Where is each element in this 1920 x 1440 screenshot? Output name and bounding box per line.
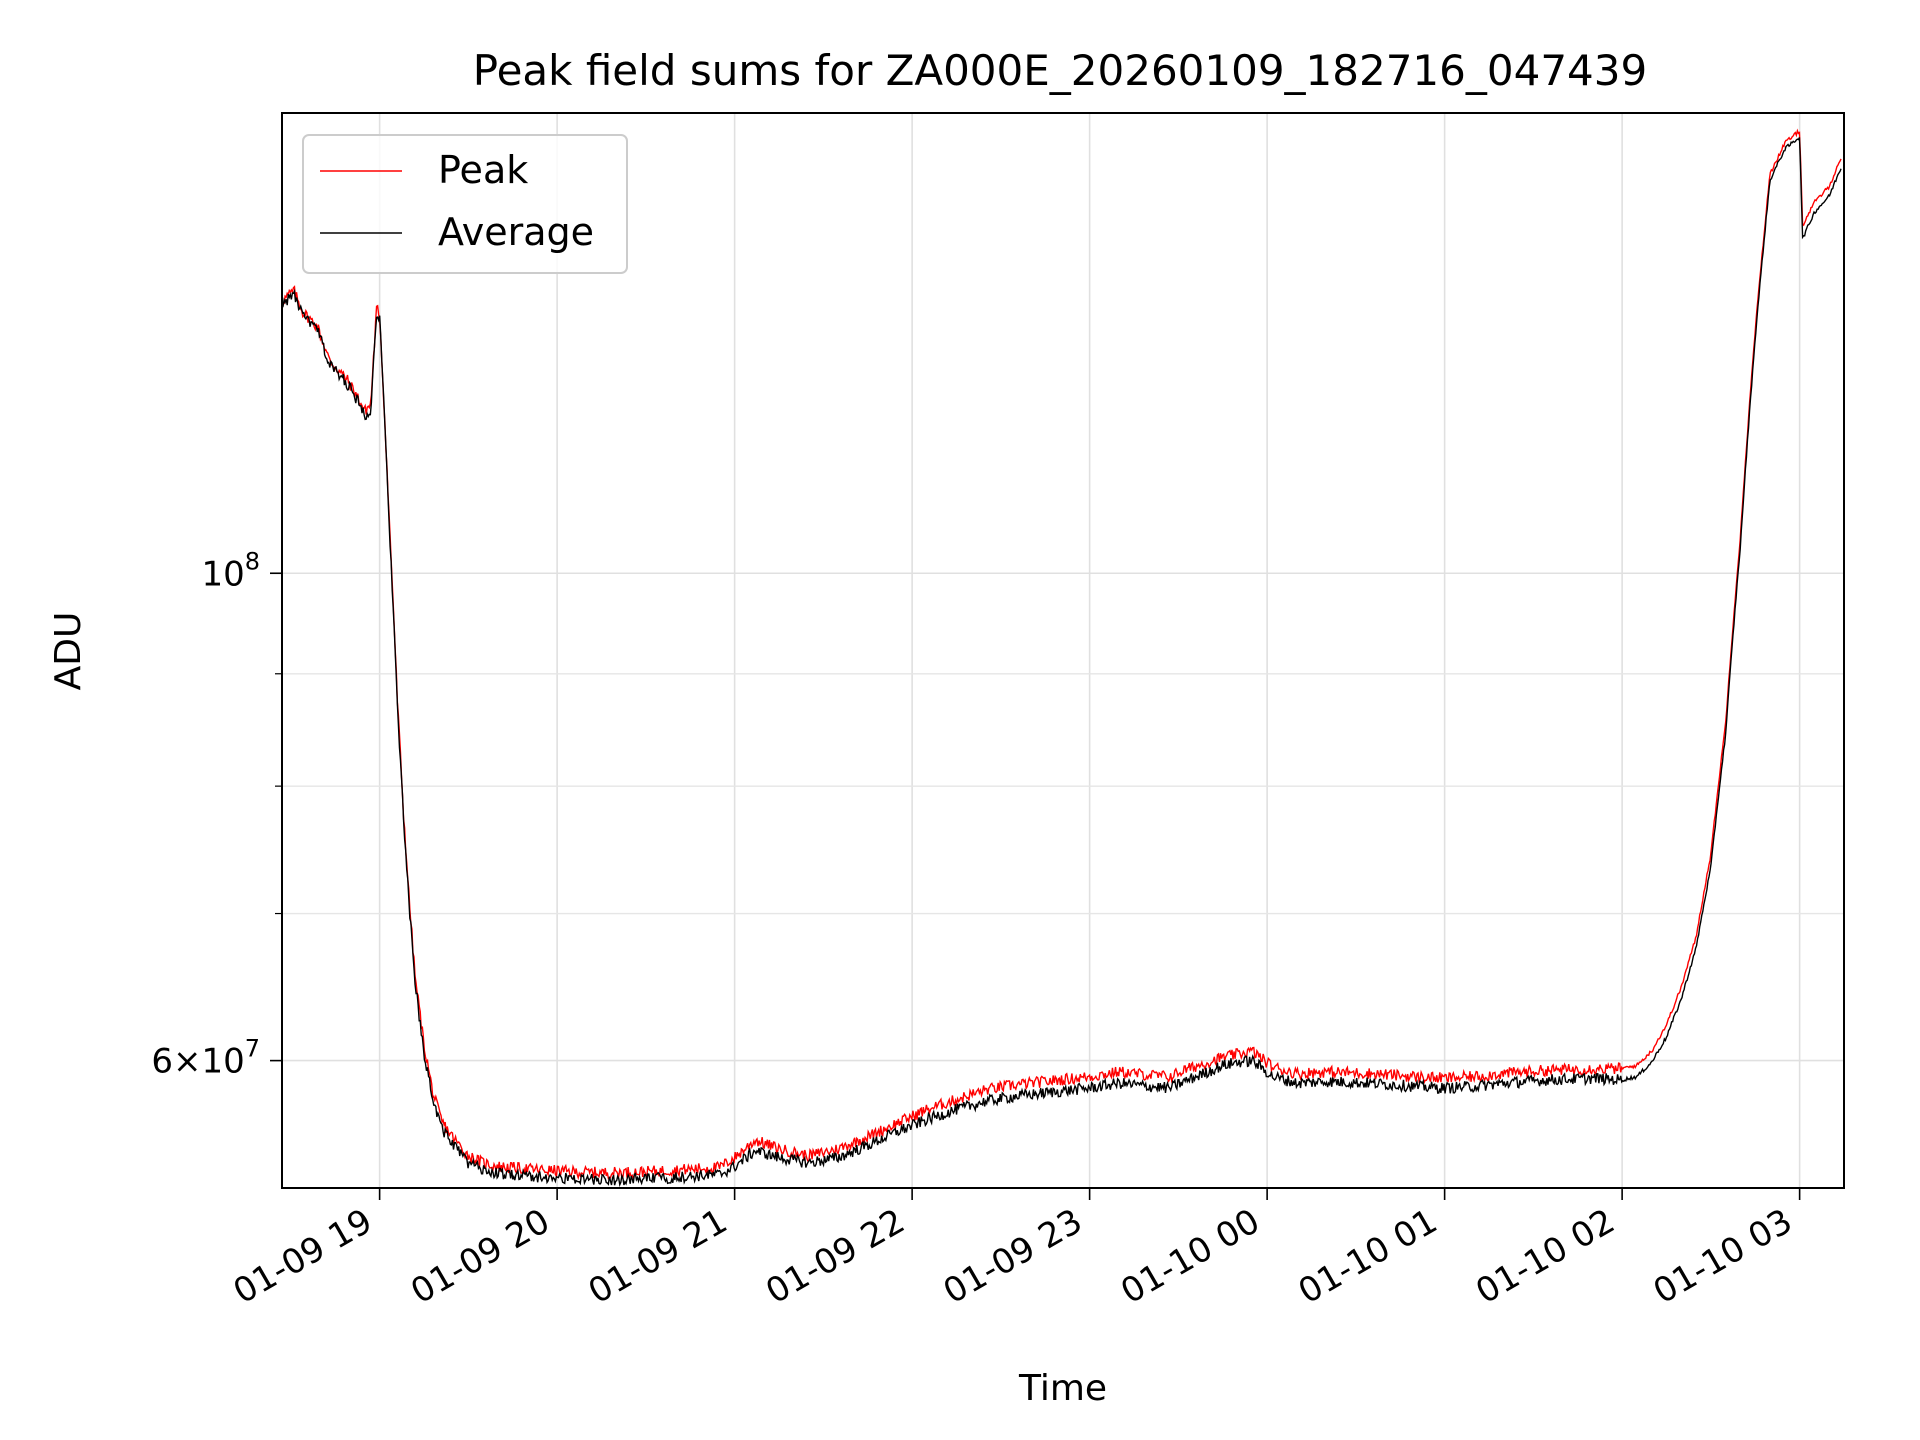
series-line-average [282,137,1842,1188]
plot-area-frame [281,112,1845,1189]
x-axis-label: Time [1018,1368,1107,1409]
legend: Peak Average [302,134,628,274]
series-lines [282,128,1842,1188]
series-line-peak [282,128,1842,1181]
chart-title: Peak field sums for ZA000E_20260109_1827… [473,46,1647,95]
legend-label-peak: Peak [438,148,528,192]
legend-label-average: Average [438,210,594,254]
grid-lines [282,113,1844,1188]
legend-box [302,134,628,274]
y-axis-label: ADU [48,612,89,691]
y-tick-label: 6×107 [151,1035,260,1082]
